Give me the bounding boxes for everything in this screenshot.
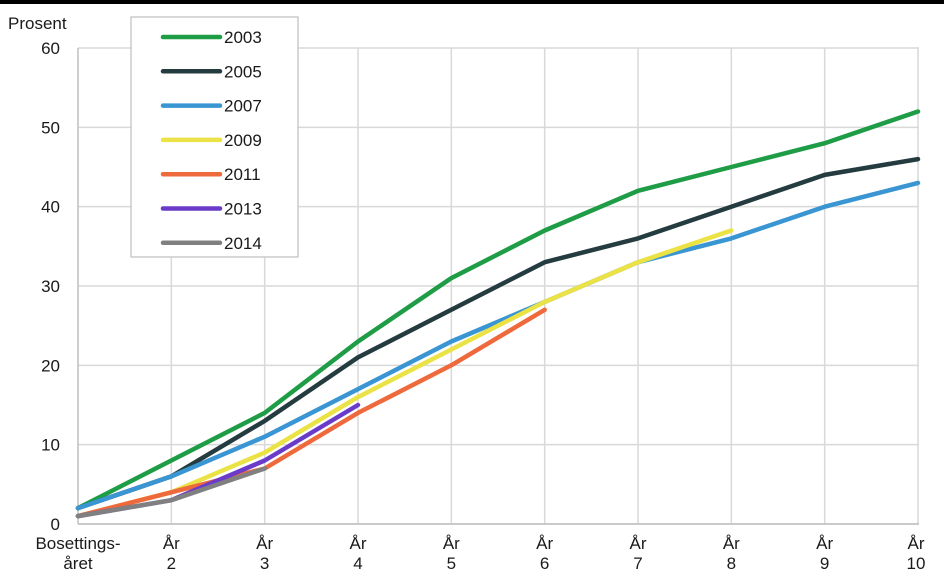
x-tick-label: År 4 [350,534,367,571]
legend-label: 2009 [224,131,262,150]
y-tick-label: 0 [51,515,60,534]
x-tick-label: År 9 [816,534,833,571]
y-tick-label: 50 [41,118,60,137]
series-line-2014 [75,466,267,519]
x-tick-label: Bosettings-året [35,534,120,571]
legend-label: 2011 [224,165,261,184]
x-tick-label: År 3 [256,534,273,571]
y-tick-labels: 0 10 20 30 40 50 60 [41,39,60,534]
x-tick-label: År 7 [630,534,647,571]
top-rule [0,0,944,4]
x-tick-label: År 6 [536,534,553,571]
y-tick-label: 10 [41,436,60,455]
series-line-2005 [75,156,921,511]
legend-label: 2005 [224,62,262,81]
legend-label: 2014 [224,234,262,253]
legend-label: 2003 [224,28,262,47]
y-tick-label: 30 [41,277,60,296]
legend: 2003 2005 2007 2009 2011 2013 2014 [130,16,299,258]
x-tick-label: År 8 [723,534,740,571]
y-axis-title: Prosent [8,14,67,33]
series-line-2011 [75,307,547,519]
series-lines [75,109,921,519]
y-tick-label: 20 [41,356,60,375]
x-tick-labels: Bosettings-året År 2 År 3 År 4 År 5 År 6 År 7 År 8 År 9 Å… [35,534,925,571]
x-tick-label: År 10 [907,534,926,571]
legend-box [130,16,299,258]
axes [77,48,919,525]
y-tick-label: 60 [41,39,60,58]
x-tick-label: År 5 [443,534,460,571]
x-tick-label: År 2 [163,534,180,571]
y-tick-label: 40 [41,198,60,217]
legend-label: 2007 [224,97,262,116]
series-line-2009 [75,228,734,519]
series-line-2007 [75,180,921,511]
legend-label: 2013 [224,200,262,219]
series-line-2003 [75,109,921,511]
